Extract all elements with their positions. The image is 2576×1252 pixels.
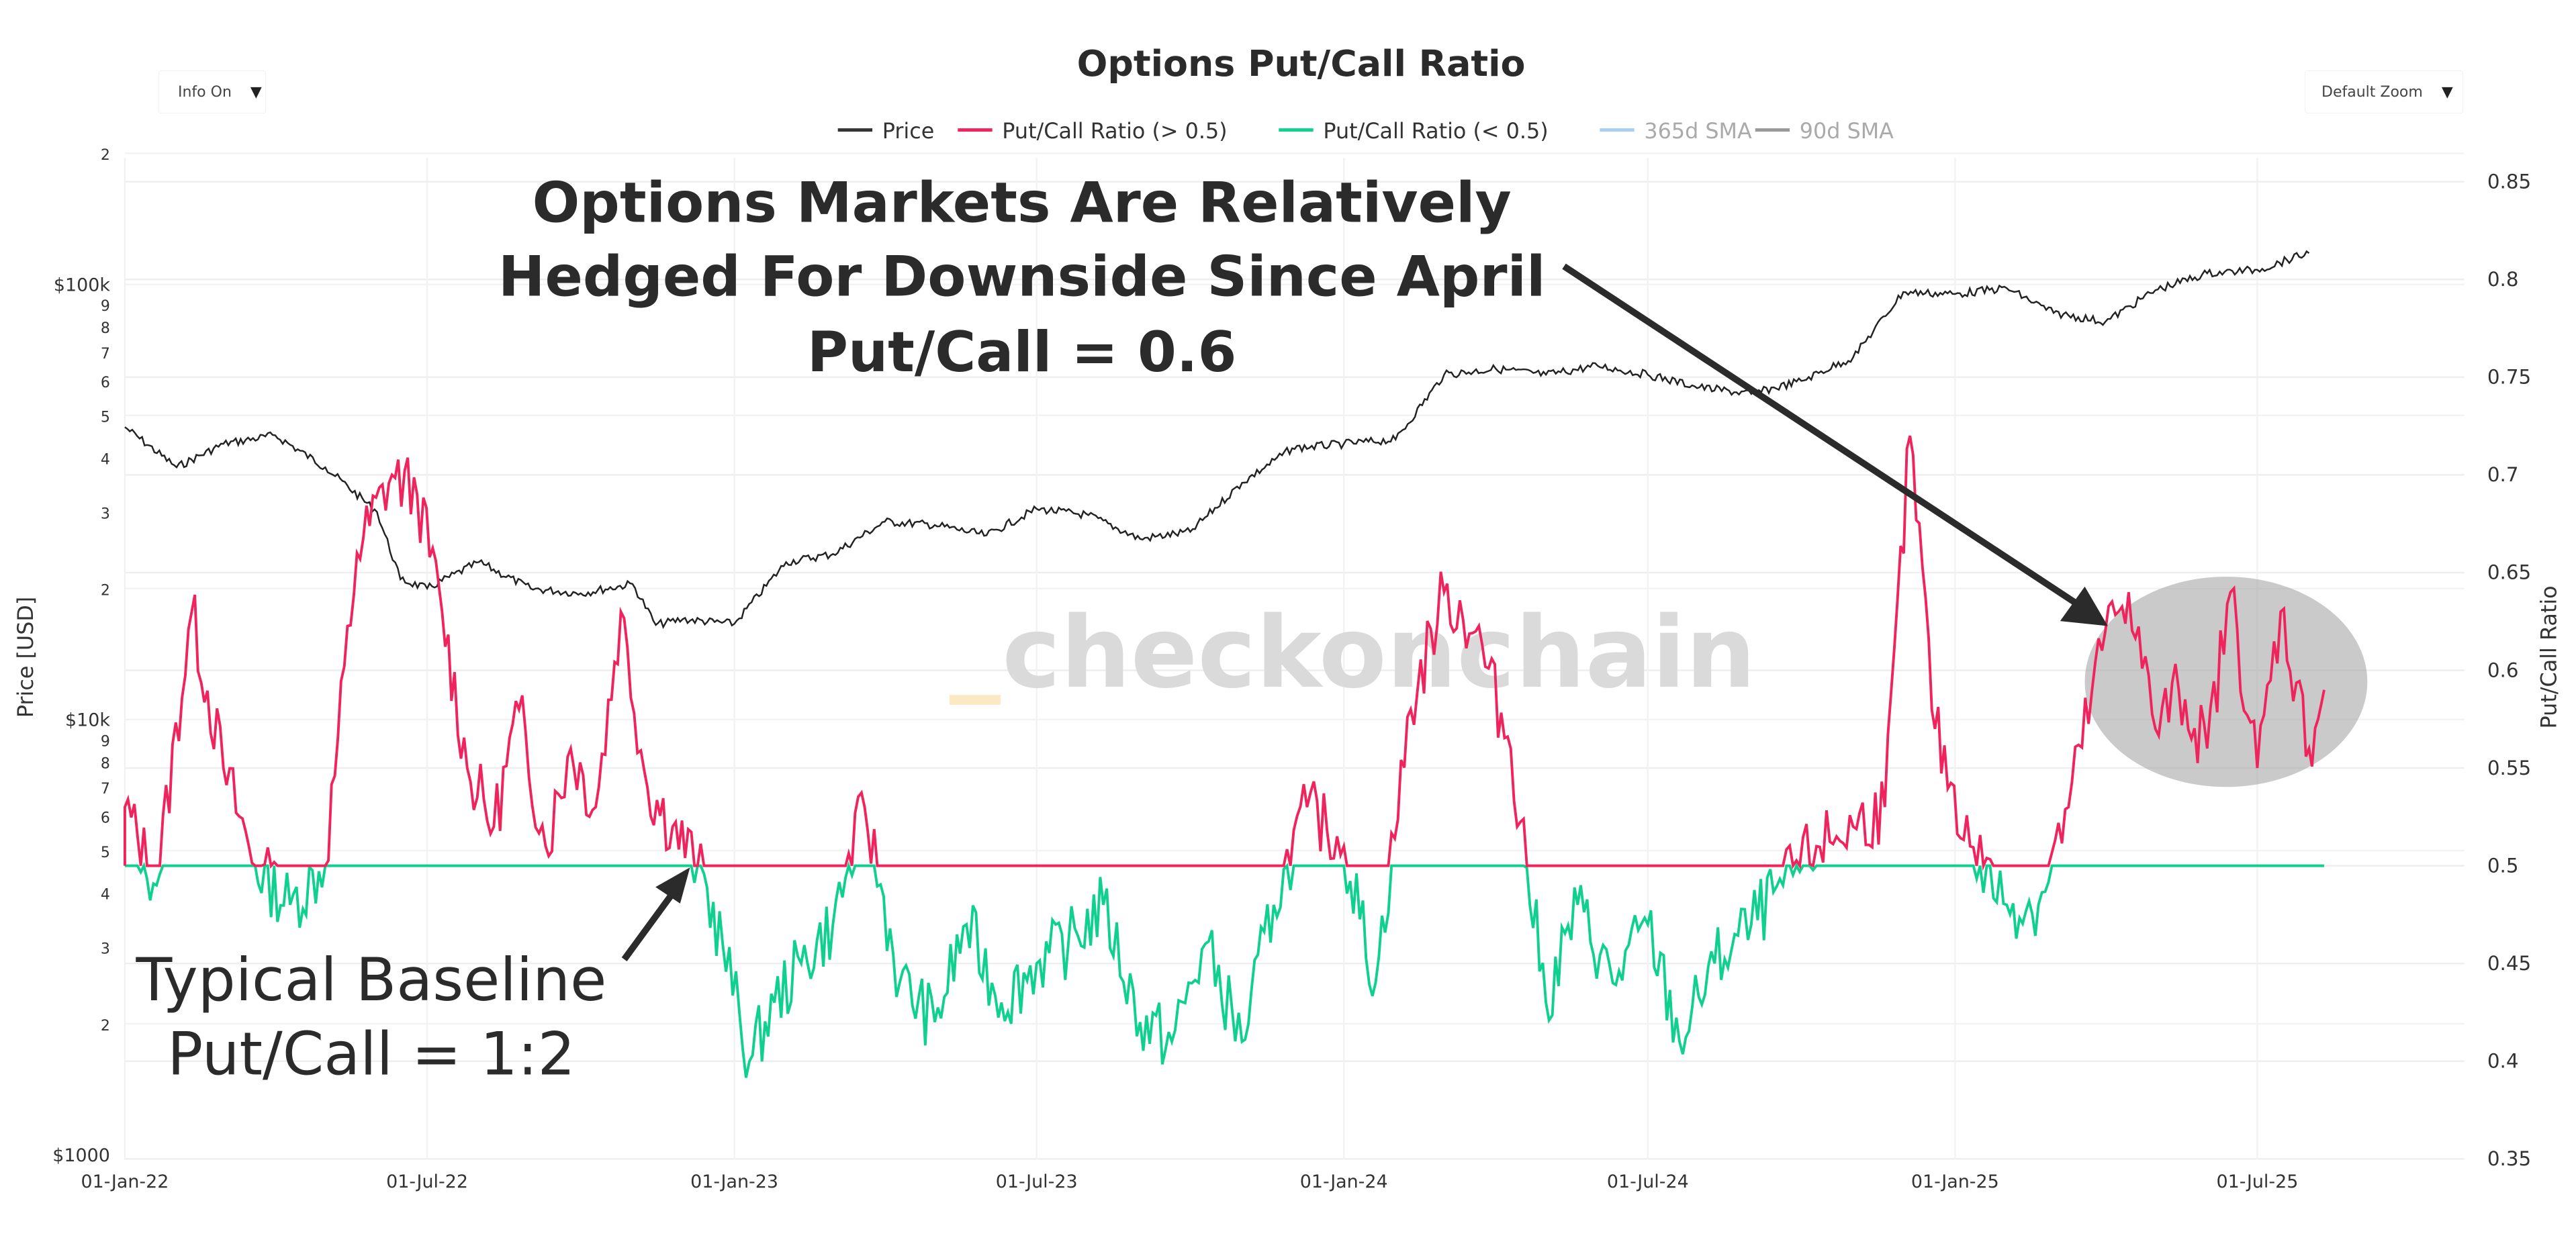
baseline-line-1: Typical Baseline	[136, 945, 607, 1014]
price-line	[124, 250, 2310, 630]
y-left-tick-label: 7	[101, 346, 110, 363]
legend-label: Price	[882, 119, 935, 144]
zoom-dropdown[interactable]: Default Zoom ▼	[2305, 70, 2463, 113]
chevron-down-icon: ▼	[2441, 83, 2453, 101]
chart-title: Options Put/Call Ratio	[1077, 42, 1526, 85]
ratio-line-below-baseline	[124, 861, 2324, 1078]
y-left-tick-label: $1000	[52, 1145, 110, 1166]
headline-line-2: Hedged For Downside Since April	[498, 244, 1546, 309]
y-left-tick-label: 2	[101, 1018, 110, 1034]
y-left-tick-label: 3	[101, 941, 110, 958]
baseline-annotation: Typical Baseline Put/Call = 1:2	[136, 945, 607, 1088]
y-right-tick-label: 0.85	[2487, 170, 2531, 193]
x-tick-label: 01-Jul-24	[1607, 1171, 1689, 1192]
y-axis-left-title: Price [USD]	[13, 597, 38, 718]
y-left-tick-label: $100k	[54, 275, 110, 295]
x-tick-label: 01-Jan-22	[81, 1171, 169, 1192]
legend: Price Put/Call Ratio (> 0.5) Put/Call Rati…	[837, 119, 1894, 144]
x-tick-label: 01-Jan-23	[690, 1171, 778, 1192]
y-left-tick-label: 6	[101, 375, 110, 391]
y-right-tick-label: 0.5	[2487, 854, 2519, 877]
y-left-tick-label: 9	[101, 733, 110, 750]
y-left-tick-label: 2	[101, 147, 110, 164]
headline-line-1: Options Markets Are Relatively	[533, 171, 1512, 236]
y-left-tick-label: $10k	[65, 710, 110, 731]
legend-label: Put/Call Ratio (> 0.5)	[1002, 119, 1227, 144]
headline-line-3: Put/Call = 0.6	[807, 320, 1236, 385]
gridlines	[124, 152, 2465, 1160]
baseline-line-2: Put/Call = 1:2	[167, 1019, 575, 1088]
highlight-ellipse	[2084, 577, 2368, 787]
watermark-underscore	[950, 695, 1001, 705]
y-left-tick-label: 8	[101, 320, 110, 337]
y-right-tick-label: 0.75	[2487, 366, 2531, 389]
x-axis: 01-Jan-22 01-Jul-22 01-Jan-23 01-Jul-23 01-J…	[81, 1171, 2298, 1192]
legend-label: Put/Call Ratio (< 0.5)	[1323, 119, 1548, 144]
x-tick-label: 01-Jan-25	[1911, 1171, 1999, 1192]
watermark: checkonchain	[1002, 595, 1755, 710]
y-axis-right-title: Put/Call Ratio	[2537, 585, 2562, 728]
y-right-tick-label: 0.7	[2487, 463, 2519, 486]
y-left-tick-label: 5	[101, 410, 110, 426]
y-right-tick-label: 0.45	[2487, 952, 2531, 975]
y-axis-left: $1000 2 3 4 5 6 7 8 9 $10k 2 3 4 5 6 7 8 9 $100k 2	[52, 147, 110, 1166]
x-tick-label: 01-Jul-23	[996, 1171, 1078, 1192]
y-right-tick-label: 0.8	[2487, 268, 2519, 291]
y-left-tick-label: 4	[101, 451, 110, 468]
chevron-down-icon: ▼	[250, 83, 262, 101]
y-right-tick-label: 0.65	[2487, 561, 2531, 584]
y-right-tick-label: 0.55	[2487, 757, 2531, 779]
y-left-tick-label: 3	[101, 505, 110, 522]
legend-item[interactable]: Put/Call Ratio (> 0.5)	[958, 119, 1228, 144]
y-left-tick-label: 7	[101, 781, 110, 798]
arrow-icon-headline	[1562, 263, 2108, 626]
y-left-tick-label: 2	[101, 583, 110, 599]
ratio-line-above-baseline	[123, 435, 2326, 871]
legend-label: 365d SMA	[1644, 119, 1752, 144]
y-axis-right: 0.35 0.4 0.45 0.5 0.55 0.6 0.65 0.7 0.75 0.8 0.85	[2487, 170, 2531, 1170]
y-right-tick-label: 0.35	[2487, 1147, 2531, 1170]
y-left-tick-label: 4	[101, 887, 110, 904]
x-tick-label: 01-Jul-22	[386, 1171, 468, 1192]
y-left-tick-label: 9	[101, 298, 110, 315]
legend-label: 90d SMA	[1800, 119, 1894, 144]
y-right-tick-label: 0.4	[2487, 1050, 2519, 1073]
y-left-tick-label: 5	[101, 845, 110, 861]
y-right-tick-label: 0.6	[2487, 659, 2519, 681]
zoom-dropdown-label: Default Zoom	[2321, 83, 2423, 101]
y-left-tick-label: 6	[101, 810, 110, 827]
info-dropdown-label: Info On	[178, 83, 232, 101]
arrow-icon-baseline	[621, 867, 690, 961]
legend-item[interactable]: Put/Call Ratio (< 0.5)	[1279, 119, 1549, 144]
y-left-tick-label: 8	[101, 756, 110, 773]
x-tick-label: 01-Jan-24	[1300, 1171, 1388, 1192]
legend-item[interactable]: Price	[837, 119, 935, 144]
headline-annotation: Options Markets Are Relatively Hedged Fo…	[498, 171, 1546, 385]
x-tick-label: 01-Jul-25	[2216, 1171, 2298, 1192]
info-dropdown[interactable]: Info On ▼	[158, 70, 266, 113]
legend-item[interactable]: 90d SMA	[1755, 119, 1894, 144]
legend-item[interactable]: 365d SMA	[1600, 119, 1752, 144]
